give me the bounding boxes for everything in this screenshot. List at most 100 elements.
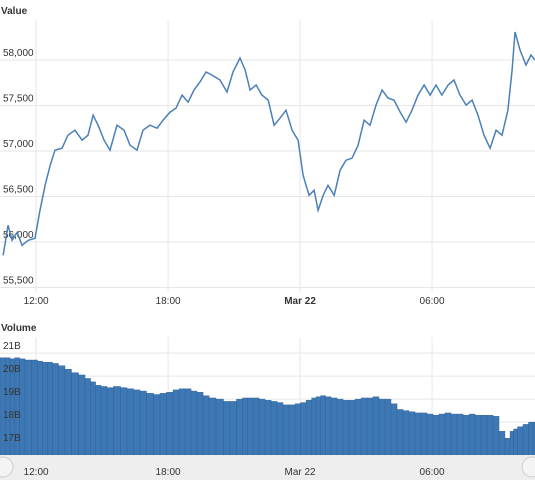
volume-bar [264,400,272,456]
chart-title: Volume [1,323,37,334]
volume-bar [139,390,147,456]
volume-bar [120,387,128,456]
plot [0,20,535,292]
volume-bar [384,398,392,456]
volume-bar [113,386,121,456]
volume-bar [190,390,198,456]
volume-bar [325,396,332,456]
volume-bar [159,393,167,456]
volume-bar [215,398,224,456]
volume-bar [252,397,260,456]
volume-bar [64,369,72,456]
volume-bar [47,362,53,456]
volume-bar [184,388,192,456]
volume-bar [522,424,529,456]
volume-bar [84,378,91,456]
volume-bar [300,402,307,456]
volume-bar [408,411,416,456]
volume-bar [42,362,48,456]
volume-bar [100,386,108,456]
volume-bar [276,402,284,456]
volume-bar [450,413,458,456]
volume-bar [242,397,248,456]
volume-bar [196,392,204,456]
y-tick-label: 21B [3,341,21,352]
volume-bar [223,401,231,456]
volume-bar [372,396,380,456]
volume-bar [178,388,186,456]
y-tick-label: 55,500 [3,275,34,286]
volume-bar [509,431,514,456]
volume-bar [71,372,79,456]
y-tick-label: 20B [3,364,21,375]
x-tick-label: Mar 22 [284,296,316,307]
volume-bar [258,398,266,456]
x-tick-label: 18:00 [156,296,181,307]
volume-bar [311,397,317,456]
volume-bar [438,413,446,456]
volume-bar [52,363,59,456]
volume-bar [24,359,32,456]
volume-bar [305,400,312,456]
volume-bar [513,428,518,456]
volume-bar [456,413,464,456]
volume-bar [528,421,534,456]
volume-bar [486,415,494,456]
volume-bar [95,385,102,456]
volume-bar [336,398,344,456]
volume-bar [294,403,301,456]
volume-bar [420,412,428,456]
y-tick-label: 58,000 [3,48,34,59]
x-tick-label: 12:00 [24,296,49,307]
volume-bar [414,412,422,456]
y-tick-label: 18B [3,410,21,421]
y-tick-label: 57,000 [3,139,34,150]
x-tick-label: 18:00 [156,467,181,478]
scroll-left[interactable] [0,456,14,478]
volume-bar [396,409,404,456]
volume-bar [282,404,290,456]
scroll-right[interactable] [521,456,535,478]
volume-bar [288,404,296,456]
volume-bar [378,398,386,456]
volume-bar [133,389,141,456]
volume-bar [153,394,161,456]
volume-bar [78,374,86,456]
volume-bar [229,401,237,456]
volume-bar [498,431,506,456]
volume-bar [166,392,174,456]
volume-bar [208,397,217,456]
volume-bar [146,393,154,456]
navigator [0,455,535,480]
volume-bar [320,395,326,456]
volume-bar [270,401,278,456]
volume-bar [236,398,243,456]
volume-bar [106,387,114,456]
x-tick-label: 06:00 [420,296,445,307]
volume-bar [330,397,338,456]
volume-bar [348,400,356,456]
y-tick-label: 57,500 [3,94,34,105]
volume-bar [342,400,350,456]
volume-bar [360,397,368,456]
volume-bar [426,413,434,456]
volume-bar [474,415,482,456]
volume-bar [202,395,210,456]
plot [0,337,535,456]
price-line [2,31,535,256]
volume-bar [432,415,440,456]
volume-bar [31,359,38,456]
volume-bar [462,415,470,456]
volume-bar [247,397,254,456]
volume-bar [480,415,488,456]
y-tick-label: 17B [3,433,21,444]
volume-bar [126,388,134,456]
volume-bar [58,365,66,456]
volume-bar [517,426,524,456]
chart-title: Value [1,6,28,17]
volume-bar [468,413,476,456]
volume-bar [354,398,362,456]
x-tick-label: 12:00 [24,467,49,478]
volume-bar [492,416,500,456]
